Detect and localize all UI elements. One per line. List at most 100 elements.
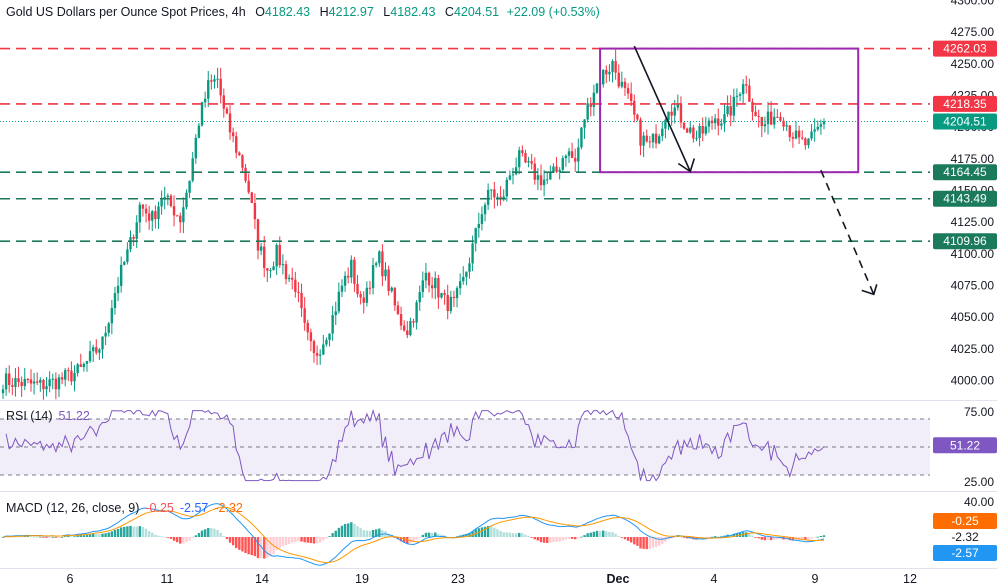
macd-histogram-bar [480, 527, 484, 537]
candle-body [639, 119, 642, 146]
candle-body [430, 285, 434, 289]
macd-histogram-bar [79, 535, 82, 537]
candle-body [689, 127, 692, 133]
macd-histogram-bar [113, 529, 117, 537]
candle-body [676, 104, 680, 108]
low-label: L [383, 5, 391, 19]
candle-body [586, 103, 589, 120]
candle-body [42, 379, 45, 390]
macd-histogram-bar [623, 537, 627, 540]
candle-body [67, 370, 70, 372]
open-label: O [255, 5, 265, 19]
candle-body [738, 94, 742, 96]
candle-body [356, 283, 359, 295]
macd-legend[interactable]: MACD (12, 26, close, 9) -0.25 -2.57 -2.32 [6, 501, 243, 515]
macd-histogram-bar [670, 537, 673, 539]
macd-histogram-bar [182, 537, 185, 544]
candle-body [88, 351, 92, 362]
macd-histogram-bar [602, 530, 605, 537]
candle-body [353, 259, 356, 284]
interval-label[interactable]: 4h [231, 5, 246, 19]
candle-body [278, 245, 281, 266]
candle-body [511, 174, 515, 176]
rsi-axis-tick-label: 25.00 [964, 475, 994, 489]
macd-histogram-bar [359, 528, 362, 537]
candle-body [399, 313, 403, 326]
macd-histogram-bar [98, 534, 101, 537]
macd-histogram-bar [1, 537, 5, 538]
macd-value-badge-label: -0.25 [951, 514, 979, 528]
candle-body [807, 138, 810, 146]
price-axis-tick-label: 4100.00 [951, 247, 995, 261]
macd-histogram-bar [773, 537, 776, 540]
time-axis-tick-label: 11 [161, 572, 174, 586]
candle-body [1, 389, 5, 394]
price-level-badge-label: 4164.45 [943, 165, 987, 179]
candle-body [144, 208, 148, 214]
candle-body [462, 277, 465, 282]
candle-body [670, 111, 673, 116]
candle-body [119, 264, 123, 286]
time-axis-tick-label: Dec [607, 572, 630, 586]
candle-body [157, 206, 160, 220]
candle-body [682, 122, 686, 129]
macd-histogram-bar [371, 529, 375, 537]
open-value: 4182.43 [264, 5, 311, 19]
macd-histogram-bar [549, 537, 552, 543]
macd-histogram-bar [95, 534, 98, 537]
candle-body [39, 379, 42, 383]
candle-body [549, 172, 552, 180]
candle-body [272, 266, 275, 271]
rsi-value: 51.22 [58, 409, 90, 423]
candle-body [54, 378, 58, 390]
candle-body [514, 167, 518, 175]
candle-body [446, 294, 449, 312]
macd-histogram-bar [471, 531, 474, 537]
candle-body [698, 126, 701, 139]
macd-histogram-bar [465, 533, 468, 537]
candle-body [319, 354, 322, 356]
macd-histogram-bar [340, 525, 344, 537]
macd-histogram-bar [101, 533, 104, 537]
macd-histogram-bar [88, 534, 92, 537]
macd-histogram-bar [39, 536, 42, 538]
candle-body [440, 293, 443, 298]
macd-histogram-bar [60, 536, 64, 538]
candle-body [63, 370, 67, 380]
symbol-title[interactable]: Gold US Dollars per Ounce Spot Prices [6, 5, 225, 19]
candle-body [228, 113, 232, 133]
candle-body [378, 251, 381, 264]
macd-histogram-bar [707, 537, 711, 538]
macd-histogram-bar [116, 528, 120, 537]
time-axis-tick-label: 9 [812, 572, 819, 586]
macd-histogram-bar [315, 537, 319, 544]
candle-body [589, 103, 592, 107]
candle-body [51, 378, 54, 380]
price-axis-tick-label: 4275.00 [951, 25, 995, 39]
macd-histogram-bar [48, 537, 51, 538]
rsi-legend[interactable]: RSI (14) 51.22 [6, 409, 90, 423]
macd-histogram-bar [157, 535, 160, 537]
macd-histogram-bar [297, 537, 300, 542]
candle-body [188, 180, 191, 193]
macd-value-badge-label: -2.57 [951, 546, 979, 560]
macd-histogram-bar [589, 532, 592, 537]
macd-histogram-bar [356, 526, 359, 537]
candle-body [82, 363, 86, 368]
candle-body [685, 128, 689, 133]
candle-body [555, 166, 558, 172]
candle-body [483, 204, 487, 215]
price-axis-tick-label: 4300.00 [951, 0, 995, 8]
macd-histogram-bar [788, 537, 791, 541]
macd-histogram-bar [241, 537, 244, 552]
candle-body [11, 385, 14, 387]
candle-body [250, 192, 253, 204]
rsi-value-badge-label: 51.22 [950, 438, 980, 452]
time-axis-tick-label: 4 [711, 572, 718, 586]
candle-body [642, 135, 645, 146]
candle-body [592, 92, 596, 107]
macd-histogram-bar [667, 537, 670, 540]
macd-histogram-bar [757, 537, 760, 539]
macd-histogram-bar [219, 532, 222, 537]
